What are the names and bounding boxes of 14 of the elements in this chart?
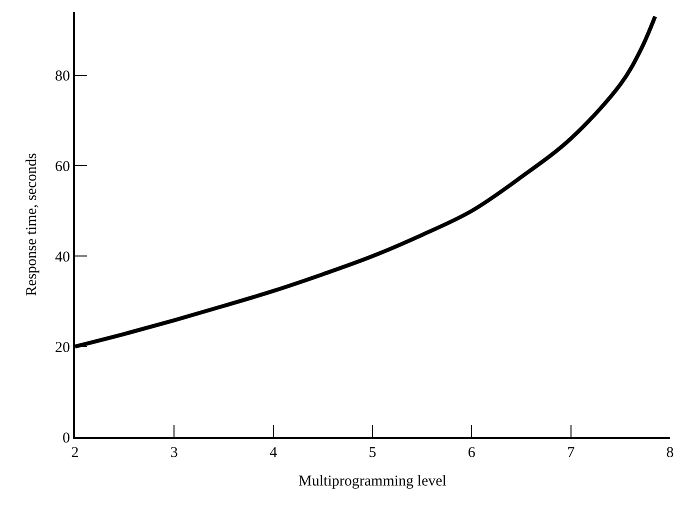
y-tick-label: 60 xyxy=(55,158,70,175)
x-tick-label: 2 xyxy=(71,445,79,461)
y-axis-title: Response time, seconds xyxy=(24,152,40,296)
y-tick-label: 80 xyxy=(55,68,70,85)
x-axis-title: Multiprogramming level xyxy=(298,474,446,490)
y-tick-label: 40 xyxy=(55,249,70,266)
x-tick-label: 6 xyxy=(468,445,476,461)
x-tick-label: 3 xyxy=(170,445,178,461)
x-tick-label: 4 xyxy=(270,445,278,461)
x-tick-label: 8 xyxy=(666,445,674,461)
x-tick-label: 7 xyxy=(567,445,576,461)
y-tick-label: 20 xyxy=(55,340,70,356)
x-tick-label: 5 xyxy=(368,445,376,461)
y-tick-label: 0 xyxy=(62,430,70,446)
